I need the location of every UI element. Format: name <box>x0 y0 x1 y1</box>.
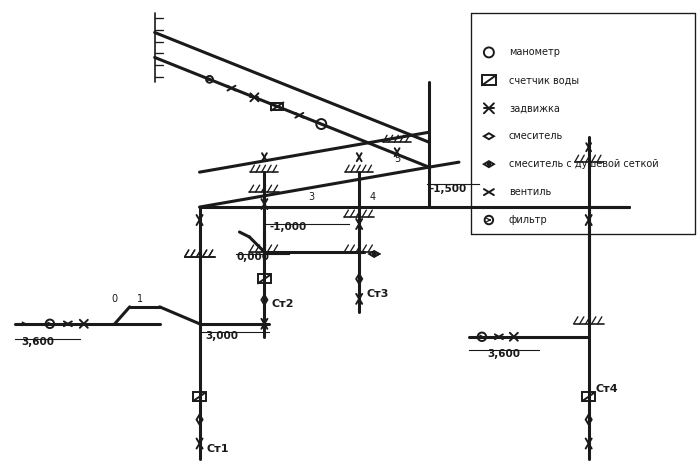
Text: Ст2: Ст2 <box>272 299 294 309</box>
Text: манометр: манометр <box>509 47 560 58</box>
Circle shape <box>372 253 376 255</box>
Text: 3,000: 3,000 <box>205 331 238 341</box>
Bar <box>272 102 284 110</box>
Text: задвижка: задвижка <box>509 103 560 113</box>
Text: 0,000: 0,000 <box>237 252 270 262</box>
Text: 5: 5 <box>394 154 400 164</box>
Text: Ст4: Ст4 <box>596 384 618 394</box>
Text: Ст3: Ст3 <box>366 289 389 299</box>
Text: 1: 1 <box>136 294 143 304</box>
Text: -1,500: -1,500 <box>429 184 466 194</box>
Text: смеситель: смеситель <box>509 131 563 141</box>
Text: 0: 0 <box>112 294 118 304</box>
Text: фильтр: фильтр <box>509 215 547 225</box>
Text: 3: 3 <box>308 192 314 202</box>
Text: 3,600: 3,600 <box>22 337 55 347</box>
Text: -1,000: -1,000 <box>270 222 307 232</box>
Bar <box>582 392 595 401</box>
Bar <box>482 76 496 85</box>
Text: 3,600: 3,600 <box>487 349 520 359</box>
Bar <box>193 392 206 401</box>
Text: счетчик воды: счетчик воды <box>509 76 579 85</box>
Text: смеситель с душевой сеткой: смеситель с душевой сеткой <box>509 159 659 169</box>
Circle shape <box>487 163 491 166</box>
Text: Ст1: Ст1 <box>206 444 229 454</box>
Text: 4: 4 <box>369 192 375 202</box>
Text: вентиль: вентиль <box>509 187 551 197</box>
Bar <box>258 274 271 283</box>
